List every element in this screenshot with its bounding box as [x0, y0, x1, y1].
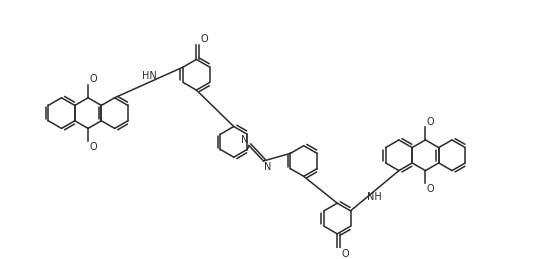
- Text: N: N: [265, 162, 272, 172]
- Text: O: O: [427, 184, 434, 194]
- Text: O: O: [200, 34, 208, 44]
- Text: NH: NH: [367, 192, 382, 202]
- Text: O: O: [341, 249, 349, 259]
- Text: N: N: [241, 135, 248, 145]
- Text: HN: HN: [142, 70, 156, 81]
- Text: O: O: [89, 142, 97, 152]
- Text: O: O: [89, 74, 97, 84]
- Text: O: O: [427, 117, 434, 126]
